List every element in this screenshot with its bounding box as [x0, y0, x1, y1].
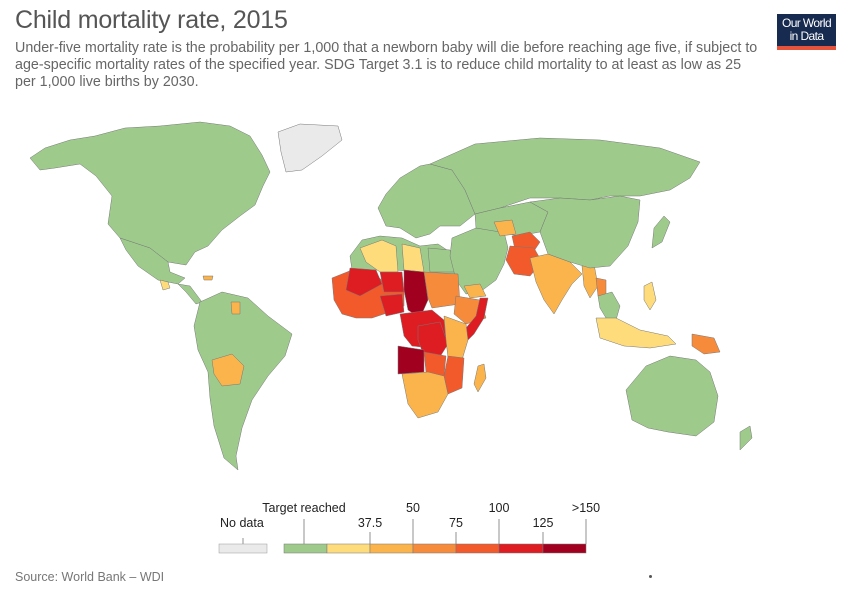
region-haiti[interactable] — [202, 275, 214, 281]
legend-swatch-bin-3 — [412, 543, 457, 554]
region-mali[interactable] — [345, 267, 383, 297]
legend-swatch-bin-6 — [542, 543, 587, 554]
legend-bottom-label-1: 75 — [449, 516, 463, 530]
legend-swatch-bin-2 — [369, 543, 414, 554]
region-greenland[interactable] — [277, 123, 343, 173]
logo-line-1: Our World — [781, 16, 832, 30]
logo-line-2: in Data — [789, 29, 824, 43]
region-angola[interactable] — [397, 345, 425, 375]
region-mozambique[interactable] — [443, 355, 465, 395]
legend-bottom-label-2: 125 — [532, 516, 554, 530]
region-china[interactable] — [529, 195, 641, 269]
chart-title: Child mortality rate, 2015 — [15, 6, 288, 34]
region-turkmenistan[interactable] — [493, 219, 517, 237]
source-note: Source: World Bank – WDI — [15, 570, 165, 584]
region-australia[interactable] — [625, 355, 719, 437]
world-map — [29, 121, 753, 471]
legend-swatch-no-data — [218, 543, 268, 554]
legend-top-label-0: Target reached — [262, 501, 346, 515]
legend-swatch-bin-4 — [455, 543, 500, 554]
region-russia[interactable] — [429, 137, 701, 215]
region-myanmar[interactable] — [581, 263, 599, 299]
region-sudan[interactable] — [423, 271, 461, 309]
region-yemen[interactable] — [463, 283, 487, 299]
region-niger[interactable] — [379, 271, 405, 293]
region-papua-new-guinea[interactable] — [691, 333, 721, 355]
region-laos[interactable] — [595, 277, 607, 297]
region-guyana[interactable] — [230, 301, 241, 315]
region-guatemala[interactable] — [159, 279, 171, 291]
region-mexico[interactable] — [119, 237, 186, 285]
logo-accent-bar — [777, 46, 836, 50]
region-southern-africa[interactable] — [401, 371, 449, 419]
region-nigeria[interactable] — [379, 293, 405, 317]
region-north-america[interactable] — [29, 121, 271, 266]
chart-subtitle: Under-five mortality rate is the probabi… — [15, 40, 758, 90]
region-new-zealand[interactable] — [739, 425, 753, 451]
legend-top-label-2: 100 — [488, 501, 510, 515]
region-bolivia[interactable] — [211, 353, 245, 387]
region-southeast-asia[interactable] — [597, 291, 621, 321]
legend-bottom-label-0: 37.5 — [357, 516, 383, 530]
legend-no-data-label: No data — [220, 516, 264, 530]
legend-swatch-bin-1 — [326, 543, 371, 554]
legend-swatch-bin-0 — [283, 543, 328, 554]
region-japan[interactable] — [651, 215, 671, 249]
region-south-america[interactable] — [193, 291, 293, 471]
region-philippines[interactable] — [643, 281, 657, 311]
owid-logo[interactable]: Our World in Data — [777, 14, 836, 50]
legend-swatch-bin-5 — [498, 543, 544, 554]
region-madagascar[interactable] — [473, 363, 487, 393]
legend-top-label-3: >150 — [571, 501, 601, 515]
region-somalia[interactable] — [465, 297, 489, 343]
decorative-dot — [649, 575, 652, 578]
legend-top-label-1: 50 — [406, 501, 420, 515]
region-central-america[interactable] — [177, 283, 203, 305]
region-indonesia[interactable] — [595, 317, 677, 349]
